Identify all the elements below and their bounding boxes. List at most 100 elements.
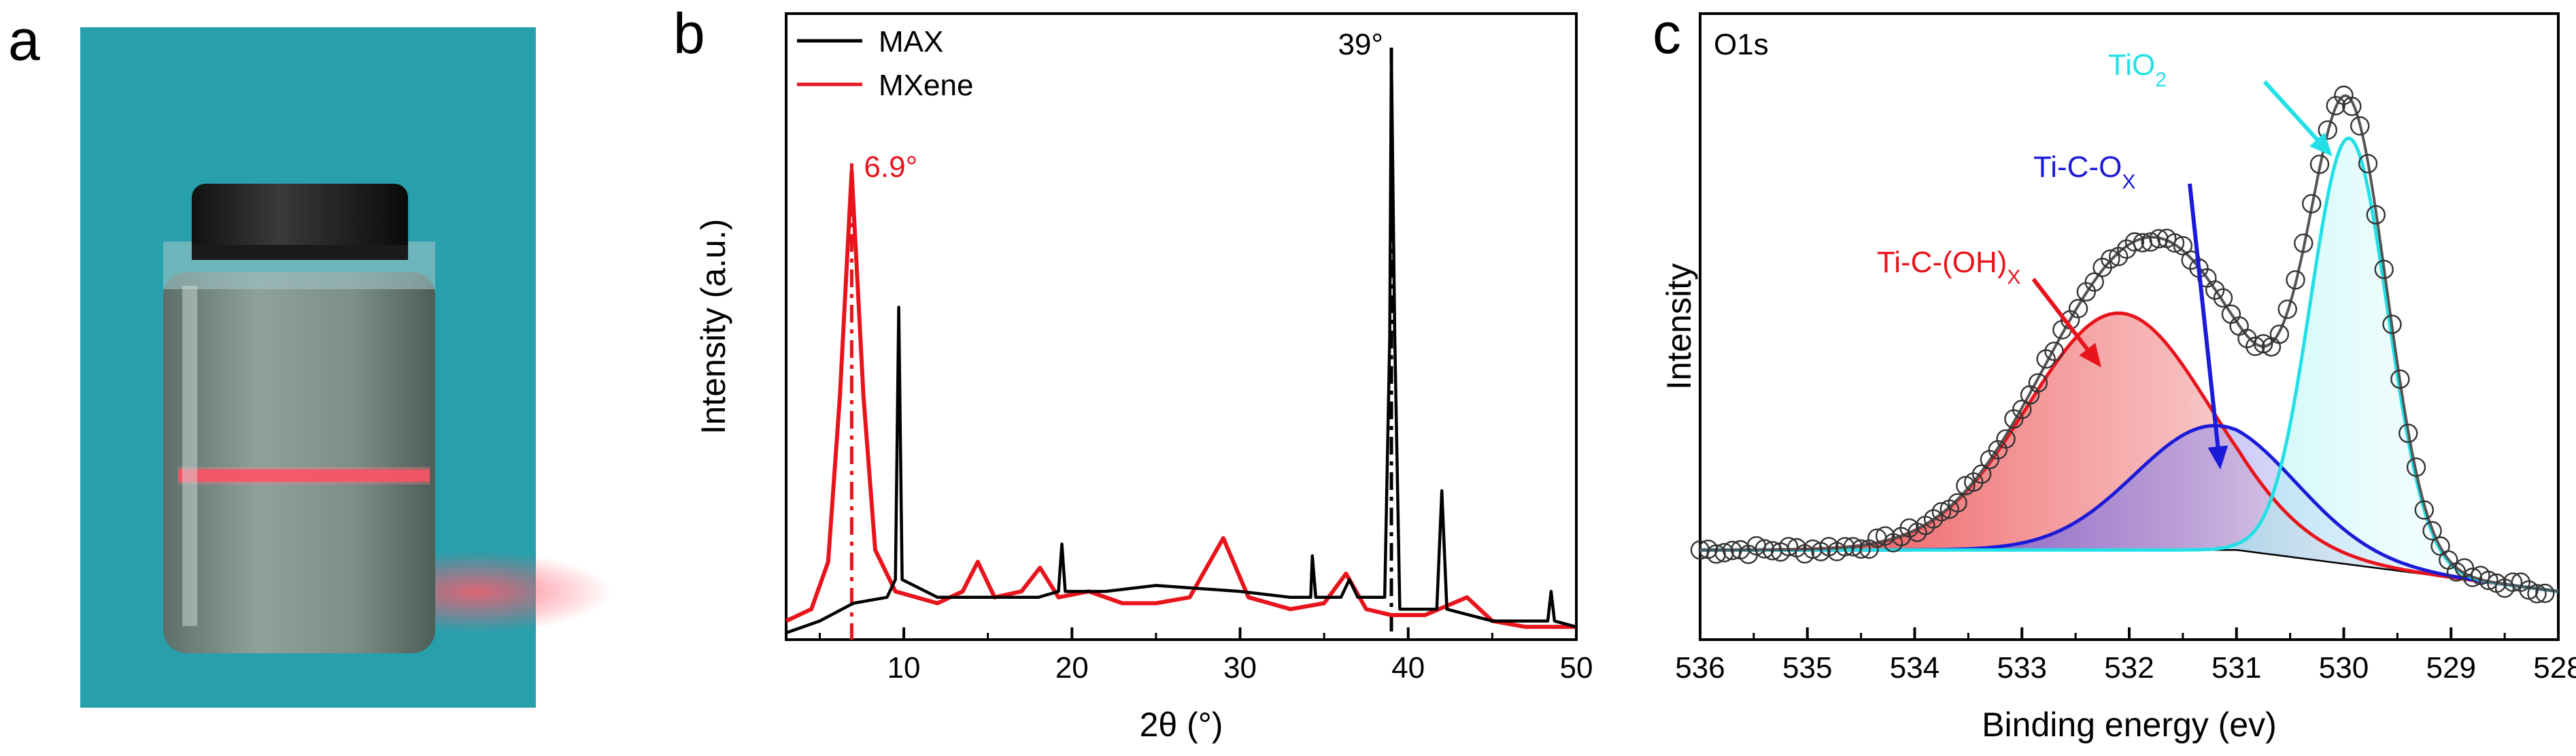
- xps-data-point: [2165, 233, 2185, 253]
- xps-data-point: [2535, 583, 2555, 604]
- xps-data-point: [2374, 259, 2394, 280]
- xps-data-point: [2012, 399, 2032, 419]
- xrd-peak-label: 39°: [1338, 28, 1383, 61]
- xps-data-point: [2318, 120, 2338, 140]
- xps-data-point: [2422, 521, 2442, 541]
- xps-data-point: [1931, 502, 1952, 522]
- vial-cap-rim: [192, 245, 408, 260]
- xps-data-point: [2398, 423, 2418, 443]
- panel-letter-b: b: [673, 1, 705, 65]
- xrd-y-axis-title: Intensity (a.u.): [694, 219, 732, 435]
- xps-data-point: [2309, 154, 2330, 174]
- xps-data-point: [2286, 270, 2305, 290]
- xps-data-point: [2213, 288, 2233, 308]
- xps-label-ticox: Ti-C-OX: [2033, 150, 2135, 193]
- xps-data-point: [1803, 539, 1823, 559]
- panel-letter-a: a: [8, 8, 40, 72]
- vial-cap: [192, 184, 408, 259]
- xps-x-axis-title: Binding energy (ev): [1982, 706, 2277, 744]
- legend-label-mxene: MXene: [879, 69, 973, 102]
- xrd-x-tick-label: 40: [1391, 651, 1425, 685]
- xps-data-point: [2350, 116, 2370, 136]
- xps-x-tick-label: 531: [2211, 651, 2261, 685]
- xrd-x-axis-title: 2θ (°): [1140, 706, 1223, 744]
- xps-data-point: [2527, 584, 2547, 604]
- xrd-annotations: 6.9° 39°: [849, 28, 1393, 640]
- xrd-legend: MAX MXene: [797, 25, 973, 102]
- xps-y-axis-title: Intensity: [1660, 263, 1698, 390]
- vial-liquid: [163, 272, 435, 653]
- xps-data-point: [2342, 97, 2362, 116]
- xps-envelope-line: [1700, 94, 2559, 593]
- xps-data-point: [2358, 154, 2378, 174]
- xrd-series-line-max: [785, 51, 1577, 635]
- xps-data-point: [2301, 194, 2322, 214]
- xrd-peak-label: 6.9°: [864, 150, 917, 184]
- xps-data-point: [2028, 373, 2048, 393]
- xps-fill-tio2: [1700, 138, 2558, 592]
- xps-data-point: [2366, 205, 2386, 225]
- xps-fill-ticoh: [1700, 313, 2558, 592]
- laser-beam-halo: [178, 467, 430, 484]
- xrd-axis-ticks: [818, 627, 1578, 640]
- xrd-x-tick-label: 10: [887, 651, 921, 685]
- xps-data-point: [2253, 334, 2273, 354]
- xps-component-lines: [1700, 94, 2559, 593]
- xps-data-point: [2277, 299, 2297, 319]
- xps-arrow-ticox: [2188, 183, 2221, 454]
- laser-beam: [178, 470, 430, 482]
- xps-x-tick-label: 530: [2319, 651, 2369, 685]
- xps-data-point: [2101, 249, 2120, 269]
- xps-arrowhead-ticox: [2207, 445, 2228, 470]
- xps-axis-ticks: [1699, 627, 2560, 640]
- xps-chart: 536 535 534 533 532 531 530 529 528 O1s Binding …: [1660, 12, 2576, 744]
- xps-data-point: [1706, 544, 1726, 564]
- xps-data-point: [2294, 233, 2314, 253]
- xps-x-tick-label: 528: [2533, 651, 2576, 685]
- vial-highlight: [182, 286, 197, 626]
- xrd-plot-frame: [785, 12, 1578, 641]
- xps-arrowhead-tio2: [2309, 132, 2333, 157]
- xps-data-point: [1843, 537, 1863, 557]
- xps-label-subscript: X: [2122, 171, 2135, 193]
- xps-label-ticoh: Ti-C-(OH)X: [1877, 246, 2020, 289]
- xps-data-point: [2503, 572, 2523, 592]
- xps-data-point: [1714, 543, 1734, 563]
- xps-x-tick-label: 533: [1997, 651, 2047, 685]
- xps-tick-labels: 536 535 534 533 532 531 530 529 528: [1675, 651, 2576, 685]
- xps-data-point: [2479, 570, 2498, 591]
- xps-data-point: [1778, 537, 1799, 557]
- xrd-series: [785, 51, 1577, 635]
- xps-title: O1s: [1714, 28, 1769, 61]
- xps-x-tick-label: 535: [1782, 651, 1832, 685]
- xps-x-tick-label: 536: [1675, 651, 1725, 685]
- xps-data-point: [1971, 464, 1992, 484]
- xps-line-tio2: [1700, 136, 2559, 593]
- xrd-x-tick-label: 50: [1560, 651, 1593, 685]
- xps-data-point: [2084, 272, 2104, 292]
- xps-data-point: [1851, 539, 1871, 559]
- xps-data-point: [1948, 493, 1967, 513]
- xps-data-point: [2462, 568, 2483, 587]
- xrd-tick-labels: 10 20 30 40 50: [887, 651, 1593, 685]
- xps-data-point: [2173, 235, 2193, 256]
- xrd-x-tick-label: 30: [1223, 651, 1257, 685]
- xps-data-point: [2068, 299, 2088, 318]
- xps-data-point: [2245, 336, 2265, 357]
- xps-data-point: [2414, 500, 2435, 520]
- xps-label-subscript: 2: [2155, 69, 2167, 91]
- xps-x-tick-label: 534: [1890, 651, 1939, 685]
- xps-label-tio2: TiO2: [2108, 48, 2167, 91]
- xps-data-point: [2124, 232, 2145, 252]
- xps-x-tick-label: 529: [2426, 651, 2476, 685]
- legend-label-max: MAX: [879, 25, 943, 59]
- xrd-x-tick-label: 20: [1055, 651, 1089, 685]
- panel-letter-c: c: [1653, 1, 1681, 65]
- xps-label-subscript: X: [2007, 266, 2020, 289]
- xps-data-point: [2406, 457, 2426, 477]
- xps-data-point: [2390, 369, 2410, 389]
- xps-data-point: [1996, 429, 2016, 449]
- xps-arrow-tio2: [2263, 80, 2324, 146]
- xps-data-point: [2382, 314, 2402, 334]
